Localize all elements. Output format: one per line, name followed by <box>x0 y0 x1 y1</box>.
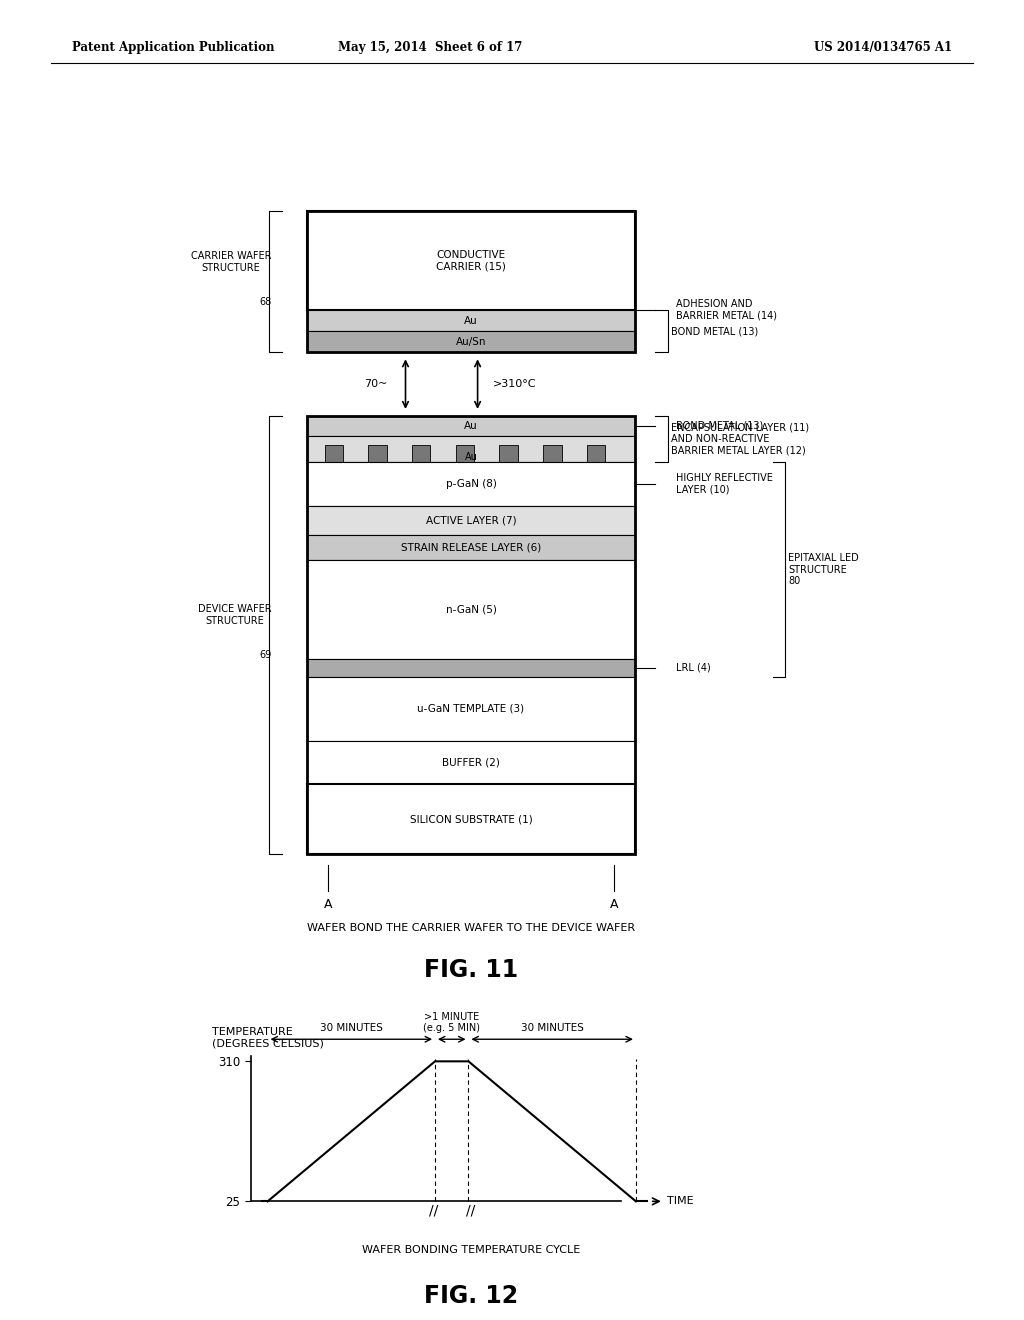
Bar <box>587 445 605 462</box>
Bar <box>307 741 635 784</box>
Text: 69: 69 <box>259 649 271 660</box>
Text: EPITAXIAL LED
STRUCTURE
80: EPITAXIAL LED STRUCTURE 80 <box>788 553 859 586</box>
Bar <box>307 535 635 560</box>
Text: CONDUCTIVE
CARRIER (15): CONDUCTIVE CARRIER (15) <box>436 249 506 272</box>
Bar <box>307 659 635 677</box>
Bar <box>307 331 635 352</box>
Bar <box>307 436 635 462</box>
Text: BUFFER (2): BUFFER (2) <box>442 758 500 767</box>
Text: BOND METAL (13): BOND METAL (13) <box>671 326 758 337</box>
Text: HIGHLY REFLECTIVE
LAYER (10): HIGHLY REFLECTIVE LAYER (10) <box>676 473 773 495</box>
Text: US 2014/0134765 A1: US 2014/0134765 A1 <box>814 41 952 54</box>
Text: Au: Au <box>465 453 477 462</box>
Text: BOND METAL (13): BOND METAL (13) <box>676 421 763 430</box>
Text: WAFER BOND THE CARRIER WAFER TO THE DEVICE WAFER: WAFER BOND THE CARRIER WAFER TO THE DEVI… <box>307 923 635 933</box>
Bar <box>307 462 635 506</box>
Bar <box>307 310 635 331</box>
Text: >1 MINUTE
(e.g. 5 MIN): >1 MINUTE (e.g. 5 MIN) <box>423 1011 480 1034</box>
Text: May 15, 2014  Sheet 6 of 17: May 15, 2014 Sheet 6 of 17 <box>338 41 522 54</box>
Text: Au: Au <box>464 421 478 430</box>
Bar <box>543 445 561 462</box>
Text: Au: Au <box>464 315 478 326</box>
Text: 30 MINUTES: 30 MINUTES <box>319 1023 383 1034</box>
Bar <box>307 560 635 659</box>
Bar <box>500 445 518 462</box>
Text: A: A <box>324 898 332 911</box>
Bar <box>307 416 635 436</box>
Text: TEMPERATURE
(DEGREES CELSIUS): TEMPERATURE (DEGREES CELSIUS) <box>212 1027 324 1048</box>
Bar <box>307 784 635 854</box>
Bar <box>456 445 474 462</box>
Bar <box>307 211 635 352</box>
Text: Au/Sn: Au/Sn <box>456 337 486 347</box>
Bar <box>325 445 343 462</box>
Text: Patent Application Publication: Patent Application Publication <box>72 41 274 54</box>
Bar <box>307 416 635 854</box>
Bar <box>307 211 635 310</box>
Bar <box>412 445 430 462</box>
Text: TIME: TIME <box>667 1196 693 1206</box>
Bar <box>369 445 387 462</box>
Text: //: // <box>429 1204 438 1217</box>
Bar <box>307 677 635 741</box>
Text: WAFER BONDING TEMPERATURE CYCLE: WAFER BONDING TEMPERATURE CYCLE <box>361 1245 581 1255</box>
Text: LRL (4): LRL (4) <box>676 663 711 673</box>
Text: 70~: 70~ <box>364 379 387 389</box>
Text: FIG. 11: FIG. 11 <box>424 958 518 982</box>
Text: FIG. 12: FIG. 12 <box>424 1284 518 1308</box>
Text: SILICON SUBSTRATE (1): SILICON SUBSTRATE (1) <box>410 814 532 824</box>
Text: A: A <box>610 898 618 911</box>
Text: //: // <box>466 1204 475 1217</box>
Text: ADHESION AND
BARRIER METAL (14): ADHESION AND BARRIER METAL (14) <box>676 300 777 321</box>
Text: 68: 68 <box>259 297 271 306</box>
Text: ACTIVE LAYER (7): ACTIVE LAYER (7) <box>426 515 516 525</box>
Text: DEVICE WAFER
STRUCTURE: DEVICE WAFER STRUCTURE <box>198 605 271 626</box>
Text: 30 MINUTES: 30 MINUTES <box>521 1023 584 1034</box>
Text: STRAIN RELEASE LAYER (6): STRAIN RELEASE LAYER (6) <box>401 543 541 552</box>
Text: >310°C: >310°C <box>493 379 537 389</box>
Text: p-GaN (8): p-GaN (8) <box>445 479 497 488</box>
Text: n-GaN (5): n-GaN (5) <box>445 605 497 614</box>
Text: CARRIER WAFER
STRUCTURE: CARRIER WAFER STRUCTURE <box>190 251 271 273</box>
Text: u-GaN TEMPLATE (3): u-GaN TEMPLATE (3) <box>418 704 524 714</box>
Text: ENCAPSULATION LAYER (11)
AND NON-REACTIVE
BARRIER METAL LAYER (12): ENCAPSULATION LAYER (11) AND NON-REACTIV… <box>671 422 809 455</box>
Bar <box>307 506 635 535</box>
